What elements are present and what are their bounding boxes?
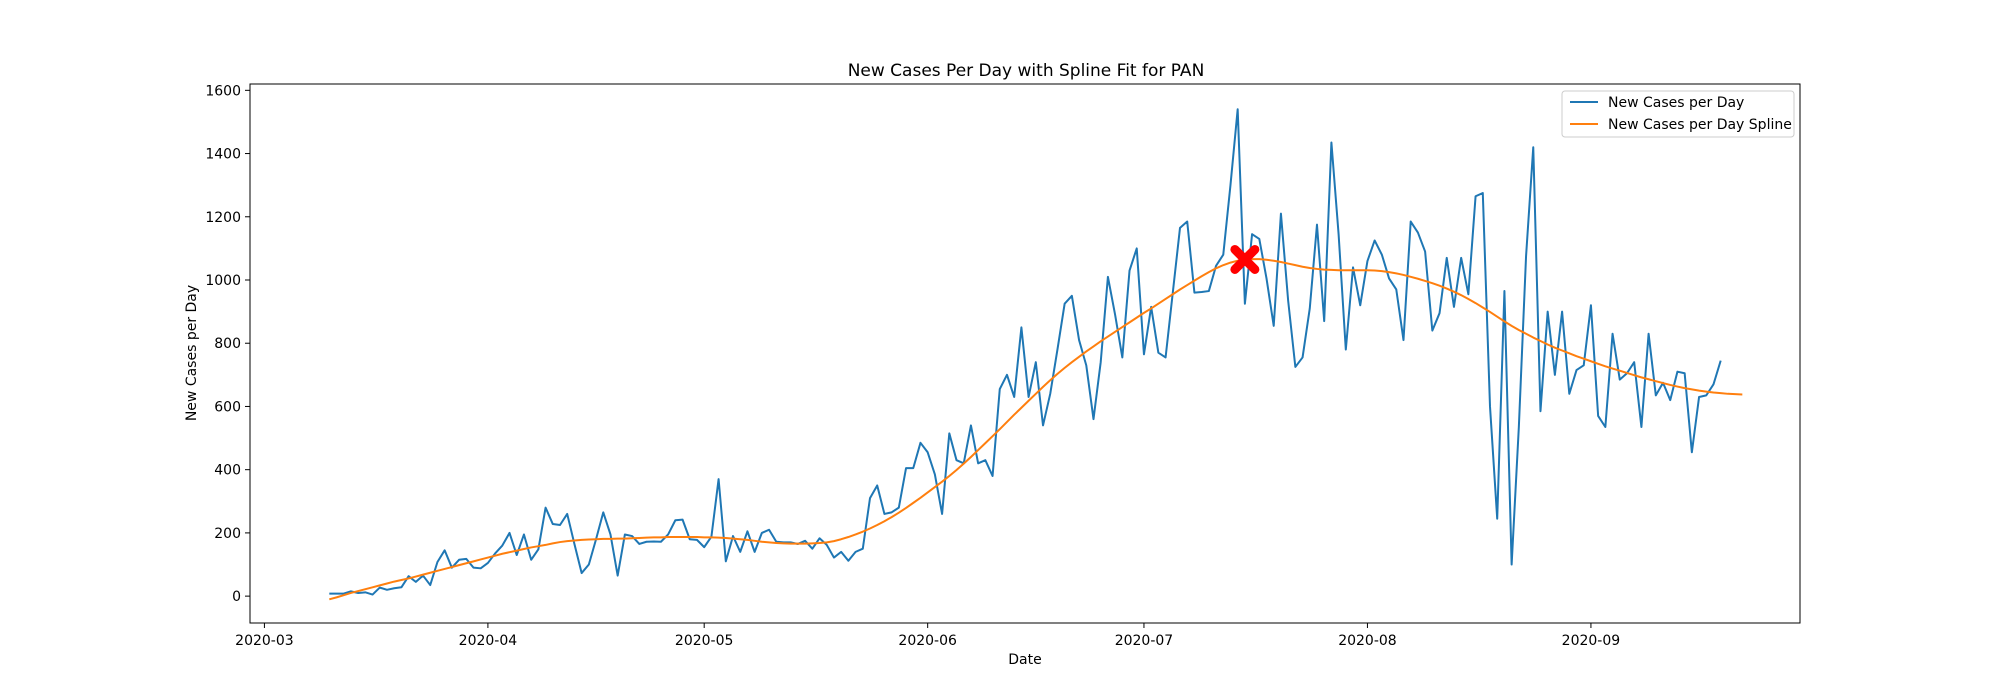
x-tick-label: 2020-05 <box>675 633 734 649</box>
chart-title: New Cases Per Day with Spline Fit for PA… <box>848 61 1205 81</box>
y-tick-label: 0 <box>232 589 241 605</box>
legend-label-new-cases: New Cases per Day <box>1608 95 1744 111</box>
y-tick-label: 1600 <box>205 83 241 99</box>
plot-area <box>249 83 1801 624</box>
y-tick-label: 1200 <box>205 210 241 226</box>
series-layer <box>329 108 1743 601</box>
y-tick-label: 400 <box>214 463 241 479</box>
series-line-new-cases <box>329 108 1722 596</box>
marker-layer <box>1230 244 1260 274</box>
y-axis: 0 200 400 600 800 1000 1200 1400 1600 <box>205 83 250 605</box>
y-tick-label: 1400 <box>205 147 241 163</box>
y-tick-label: 800 <box>214 336 241 352</box>
series-line-spline <box>329 258 1743 601</box>
x-tick-label: 2020-06 <box>898 633 957 649</box>
x-tick-label: 2020-03 <box>235 633 294 649</box>
x-axis-label: Date <box>1008 652 1041 668</box>
x-axis: 2020-03 2020-04 2020-05 2020-06 2020-07 2020-… <box>235 623 1620 649</box>
x-tick-label: 2020-07 <box>1115 633 1174 649</box>
x-tick-label: 2020-04 <box>459 633 518 649</box>
y-tick-label: 1000 <box>205 273 241 289</box>
y-axis-label: New Cases per Day <box>184 285 200 421</box>
peak-marker-stroke <box>1230 244 1260 274</box>
y-tick-label: 600 <box>214 399 241 415</box>
y-tick-label: 200 <box>214 526 241 542</box>
x-tick-label: 2020-09 <box>1562 633 1621 649</box>
peak-marker <box>1230 244 1260 274</box>
x-tick-label: 2020-08 <box>1338 633 1397 649</box>
legend: New Cases per Day New Cases per Day Spli… <box>1561 90 1795 138</box>
legend-label-spline: New Cases per Day Spline <box>1608 117 1792 133</box>
legend-box <box>1561 90 1795 138</box>
